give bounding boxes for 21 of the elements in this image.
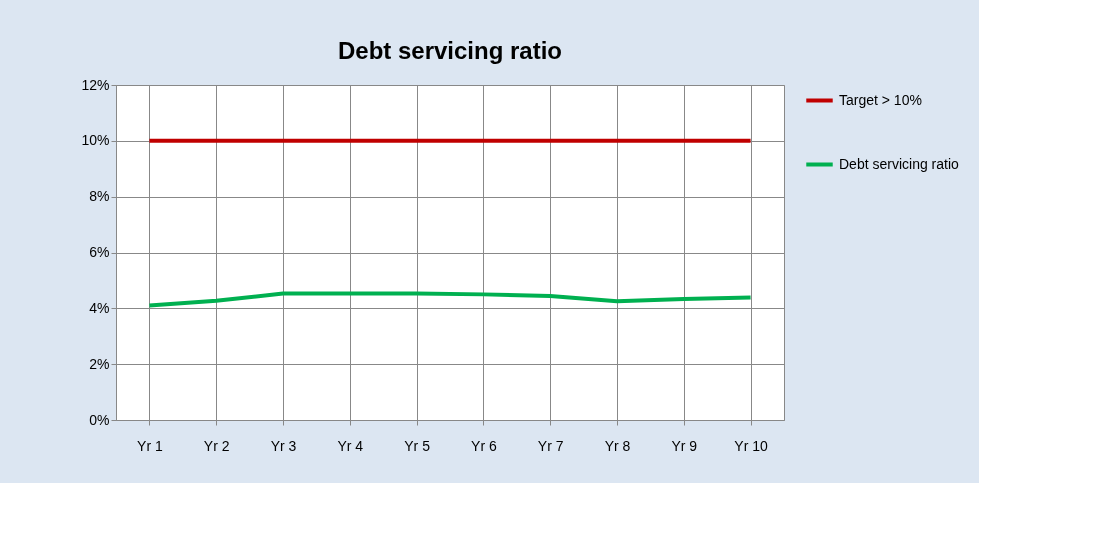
legend-label: Target > 10%	[839, 91, 922, 108]
x-tick-label: Yr 2	[203, 437, 230, 454]
x-tick-label: Yr 10	[734, 437, 769, 454]
x-tick-label: Yr 1	[137, 437, 163, 454]
x-tick-label: Yr 7	[537, 437, 564, 454]
legend-label: Debt servicing ratio	[839, 155, 960, 172]
x-tick-label: Yr 4	[337, 437, 364, 454]
x-tick-label: Yr 6	[471, 437, 497, 454]
chart-title: Debt servicing ratio	[337, 37, 563, 64]
x-tick-label: Yr 9	[671, 437, 698, 454]
x-tick-label: Yr 8	[604, 437, 631, 454]
y-tick-label: 10%	[81, 132, 110, 149]
x-tick-label: Yr 3	[270, 437, 297, 454]
y-tick-label: 8%	[89, 188, 110, 205]
x-tick-label: Yr 5	[404, 437, 431, 454]
y-tick-label: 6%	[89, 244, 110, 260]
y-tick-label: 12%	[81, 76, 110, 93]
line-series	[147, 291, 753, 308]
y-tick-label: 4%	[89, 299, 110, 316]
y-tick-label: 2%	[89, 355, 110, 372]
y-tick-label: 0%	[89, 411, 110, 428]
